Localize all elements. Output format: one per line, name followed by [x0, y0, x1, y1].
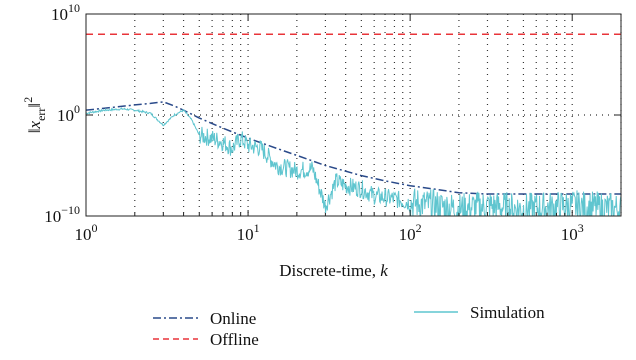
- x-tick-label: 103: [561, 221, 584, 244]
- series-simulation-line: [86, 107, 621, 216]
- legend-offline-label: Offline: [210, 330, 259, 349]
- x-tick-label: 101: [237, 221, 260, 244]
- y-tick-label: 1010: [51, 1, 80, 24]
- axis-labels: Discrete-time, k ‖xerr‖2: [21, 97, 388, 280]
- x-tick-label: 102: [399, 221, 422, 244]
- legend-simulation-label: Simulation: [470, 303, 545, 322]
- x-axis-label: Discrete-time, k: [279, 261, 388, 280]
- chart-legend: Online Offline Simulation: [153, 303, 545, 349]
- series-group: [86, 33, 621, 216]
- y-tick-label: 100: [57, 102, 80, 125]
- x-tick-label: 100: [75, 221, 98, 244]
- y-axis-label: ‖xerr‖2: [21, 97, 48, 133]
- series-online-line: [86, 101, 621, 195]
- legend-online-label: Online: [210, 309, 256, 328]
- y-tick-label: 10−10: [44, 203, 80, 226]
